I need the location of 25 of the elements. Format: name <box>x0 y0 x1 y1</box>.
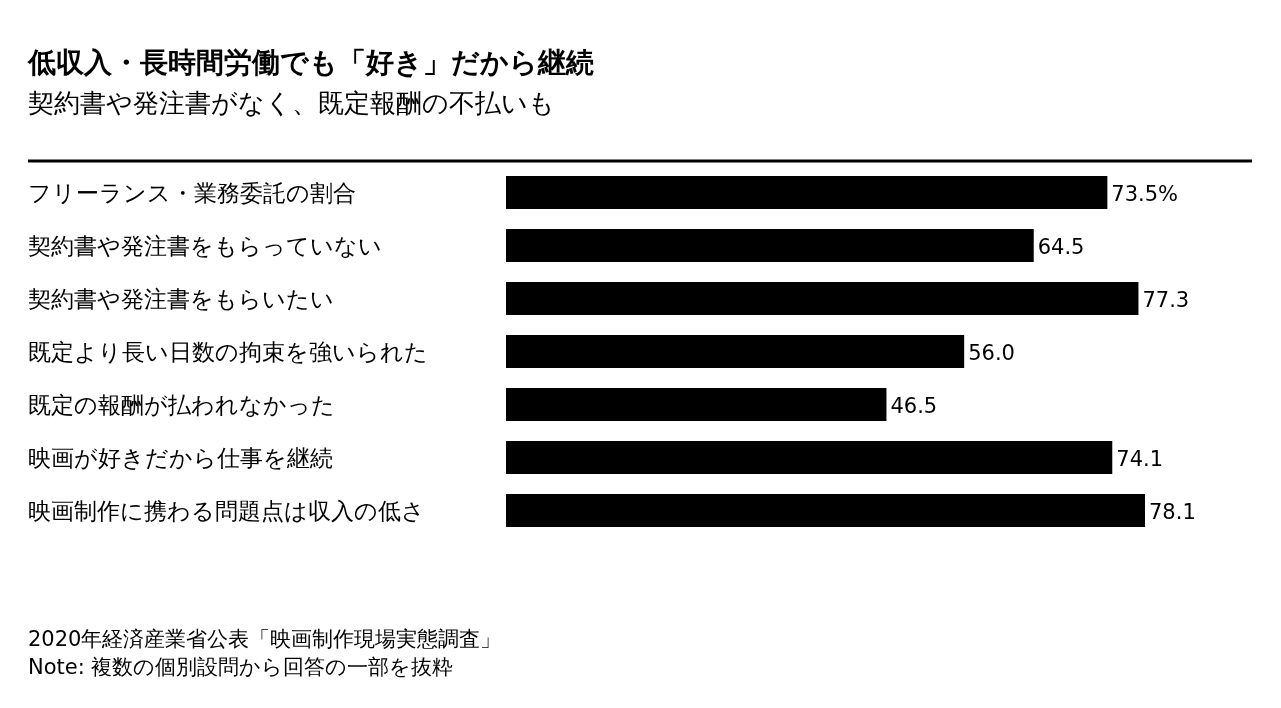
data-label: 64.5 <box>1037 234 1085 259</box>
text: 契約書や発注書がなく、既定報酬の不払いも <box>28 88 555 118</box>
data-label: 73.5% <box>1111 181 1179 206</box>
y-tick-label: 既定の報酬が払われなかった <box>28 392 335 418</box>
data-label: 77.3 <box>1142 287 1190 312</box>
y-tick-label: フリーランス・業務委託の割合 <box>28 180 356 206</box>
data-label: 56.0 <box>968 340 1015 365</box>
bar <box>506 335 965 368</box>
text: Note: 複数の個別設問から回答の一部を抜粋 <box>28 655 454 679</box>
y-tick-label: 契約書や発注書をもらっていない <box>28 233 382 259</box>
bar <box>506 229 1034 262</box>
bar <box>506 441 1113 474</box>
y-tick-label: 映画が好きだから仕事を継続 <box>28 445 333 471</box>
bar <box>506 494 1145 527</box>
bar <box>506 176 1108 209</box>
data-label: 46.5 <box>890 393 938 418</box>
bar <box>506 388 887 421</box>
data-label: 78.1 <box>1149 499 1196 524</box>
y-tick-label: 契約書や発注書をもらいたい <box>28 286 334 312</box>
data-label: 74.1 <box>1116 446 1164 471</box>
y-tick-label: 映画制作に携わる問題点は収入の低さ <box>28 498 425 524</box>
bar <box>506 282 1139 315</box>
y-tick-label: 既定より長い日数の拘束を強いられた <box>28 339 428 365</box>
chart-title: 低収入・長時間労働でも「好き」だから継続 <box>27 46 594 79</box>
text: 2020年経済産業省公表「映画制作現場実態調査」 <box>28 627 502 651</box>
